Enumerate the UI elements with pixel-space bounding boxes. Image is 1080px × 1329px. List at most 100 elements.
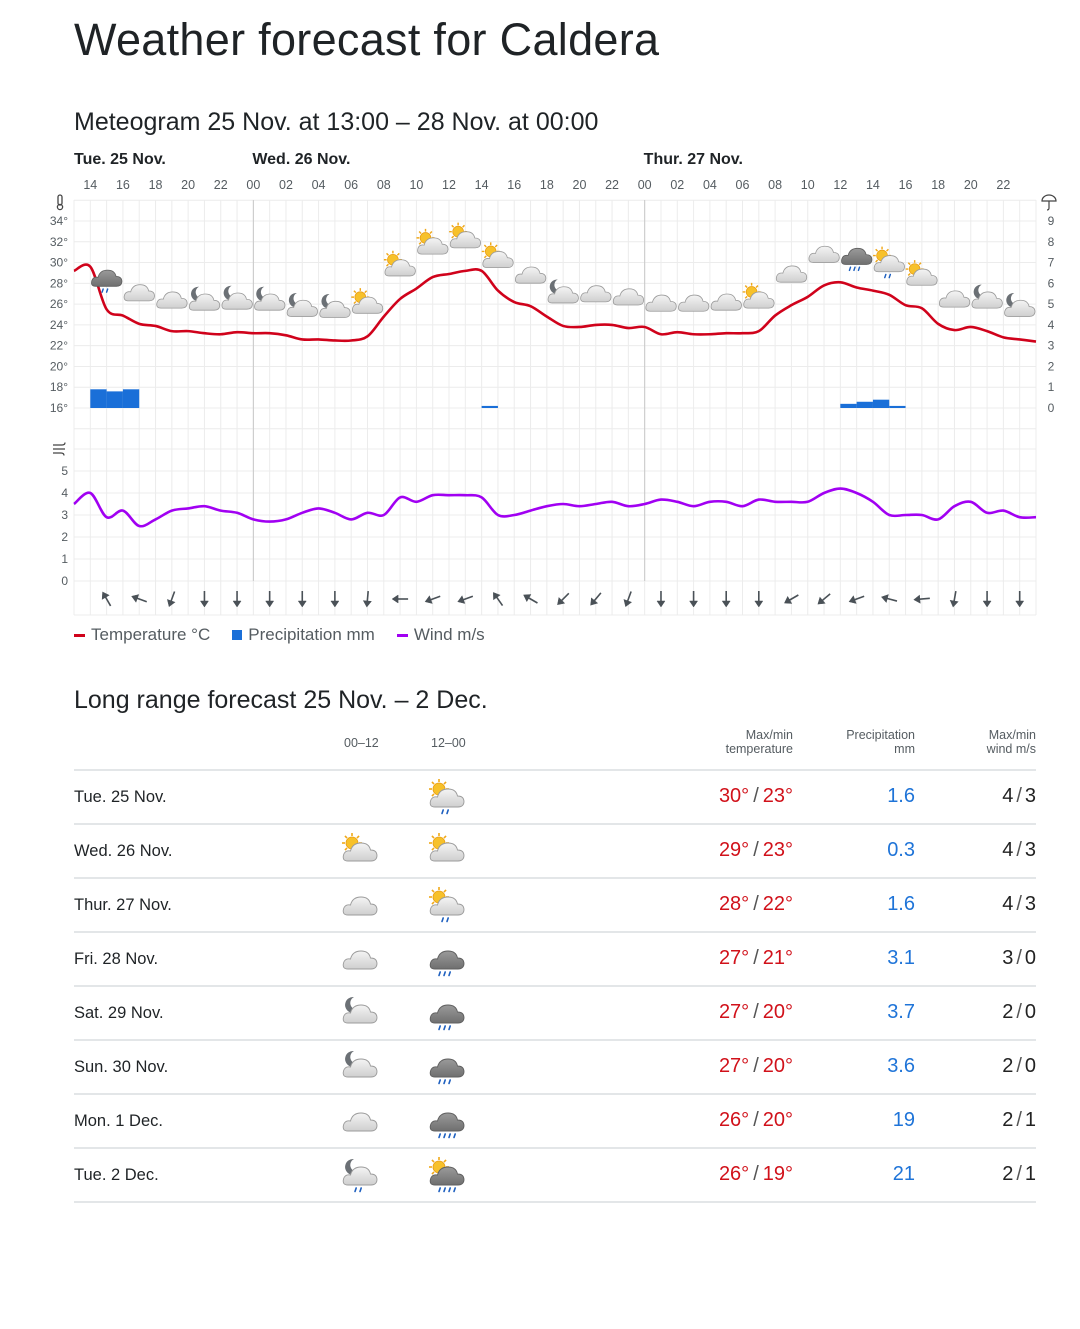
separator: / [753, 785, 759, 807]
hour-tick-label: 08 [377, 178, 391, 192]
weather-partly-cloudy-day-light-rain-icon [427, 777, 467, 817]
precip-axis-label: 0 [1048, 401, 1055, 415]
header-text: Max/min [745, 728, 793, 742]
legend-swatch-wind [396, 633, 408, 637]
weather-symbol-partly-cloudy-day-icon [416, 228, 449, 255]
weather-symbol-partly-cloudy-day-light-rain-icon [873, 246, 905, 279]
weather-partly-cloudy-night-icon [340, 1047, 380, 1087]
table-header: 00–12 12–00 Max/min temperature Precipita… [74, 724, 1036, 771]
max-min-wind: 3/0 [1002, 947, 1036, 970]
weather-symbol-partly-cloudy-night-icon [1004, 293, 1036, 317]
min-temperature: 21° [762, 947, 793, 969]
max-temperature: 30° [718, 785, 750, 807]
header-wind: Max/min wind m/s [987, 728, 1036, 756]
separator: / [753, 893, 759, 915]
precip-axis-label: 2 [1048, 359, 1055, 373]
wind-direction-arrow-icon [913, 594, 930, 604]
legend-wind[interactable]: Wind m/s [396, 625, 485, 645]
table-row[interactable]: Fri. 28 Nov. 27°/21° 3.1 3/0 [74, 933, 1036, 987]
max-temperature: 29° [718, 839, 750, 861]
wind-direction-arrow-icon [817, 593, 831, 605]
table-row[interactable]: Sat. 29 Nov. 27°/20° 3.7 2/0 [74, 987, 1036, 1041]
hour-tick-label: 04 [312, 178, 326, 192]
day-label: Thur. 27 Nov. [644, 151, 743, 168]
wind-direction-arrow-icon [391, 594, 409, 604]
page-title: Weather forecast for Caldera [74, 14, 660, 65]
precipitation-bar [481, 405, 498, 408]
header-text: temperature [725, 742, 793, 756]
legend-label: Wind m/s [413, 625, 485, 644]
weather-partly-cloudy-day-light-rain-icon [427, 885, 467, 925]
weather-symbol-partly-cloudy-night-icon [547, 279, 579, 304]
wind-direction-arrow-icon [623, 591, 632, 607]
hour-tick-label: 00 [246, 178, 260, 192]
arrow-head [689, 600, 699, 608]
max-temperature: 28° [718, 893, 750, 915]
weather-symbol-cloudy-icon [580, 285, 612, 303]
umbrella-canopy [1041, 194, 1057, 202]
precipitation-value: 19 [892, 1109, 915, 1131]
max-min-wind: 4/3 [1002, 893, 1036, 916]
precipitation-bar [90, 389, 107, 408]
max-min-temperature: 29°/23° [719, 839, 793, 862]
arrow-head [1015, 600, 1025, 608]
weather-symbol-cloudy-dark-rain-icon [841, 247, 873, 272]
legend-temperature[interactable]: Temperature °C [74, 625, 210, 645]
table-row[interactable]: Tue. 2 Dec. 26°/19° 21 2/1 [74, 1149, 1036, 1203]
precipitation-bar [889, 405, 906, 408]
weather-symbol-partly-cloudy-night-icon [319, 294, 351, 318]
separator: / [1016, 839, 1022, 861]
header-00-12: 00–12 [344, 736, 379, 750]
arrow-head [457, 595, 466, 604]
wind-direction-arrow-icon [457, 595, 474, 604]
precip-axis-label: 5 [1048, 297, 1055, 311]
table-row[interactable]: Mon. 1 Dec. 26°/20° 19 2/1 [74, 1095, 1036, 1149]
thermometer-stem [57, 194, 63, 206]
max-min-temperature: 28°/22° [719, 893, 793, 916]
hour-tick-label: 22 [996, 178, 1010, 192]
temp-axis-label: 16° [50, 401, 68, 415]
precip-axis-label: 7 [1048, 256, 1055, 270]
max-wind: 2 [1002, 1055, 1014, 1077]
header-12-00: 12–00 [431, 736, 466, 750]
min-temperature: 19° [762, 1163, 793, 1185]
precipitation-value: 3.6 [887, 1055, 915, 1077]
header-text: wind m/s [986, 742, 1036, 756]
separator: / [1016, 1109, 1022, 1131]
weather-symbol-partly-cloudy-day-icon [742, 282, 775, 309]
separator: / [753, 947, 759, 969]
long-range-table: 00–12 12–00 Max/min temperature Precipita… [74, 724, 1036, 1203]
temp-axis-label: 22° [50, 339, 68, 353]
weather-symbol-cloudy-icon [515, 266, 547, 284]
table-row[interactable]: Sun. 30 Nov. 27°/20° 3.6 2/0 [74, 1041, 1036, 1095]
wind-direction-arrow-icon [982, 591, 992, 608]
grid [73, 199, 1037, 616]
separator: / [1016, 947, 1022, 969]
weather-cloudy-icon [340, 939, 380, 979]
table-row[interactable]: Thur. 27 Nov. 28°/22° 1.6 4/3 [74, 879, 1036, 933]
wind-axis-label: 1 [61, 552, 68, 566]
hour-tick-label: 02 [670, 178, 684, 192]
weather-symbol-cloudy-icon [612, 288, 645, 306]
weather-symbol-partly-cloudy-day-icon [383, 250, 416, 277]
max-min-wind: 4/3 [1002, 785, 1036, 808]
hour-tick-label: 16 [899, 178, 913, 192]
min-wind: 3 [1024, 839, 1036, 861]
precipitation-value: 21 [892, 1163, 915, 1185]
max-wind: 2 [1002, 1109, 1014, 1131]
wind-direction-arrow-icon [199, 591, 209, 608]
precipitation-value: 1.6 [887, 785, 915, 807]
max-min-wind: 2/0 [1002, 1055, 1036, 1078]
table-row[interactable]: Tue. 25 Nov. 30°/23° 1.6 4/3 [74, 771, 1036, 825]
arrow-head [424, 595, 433, 604]
table-row[interactable]: Wed. 26 Nov. 29°/23° 0.3 4/3 [74, 825, 1036, 879]
separator: / [753, 1109, 759, 1131]
max-wind: 4 [1002, 839, 1014, 861]
legend-precipitation[interactable]: Precipitation mm [232, 625, 375, 645]
hour-tick-label: 22 [214, 178, 228, 192]
wind-direction-arrow-icon [557, 592, 570, 605]
day-label: Sun. 30 Nov. [74, 1058, 169, 1076]
temp-axis-label: 28° [50, 276, 68, 290]
wind-direction-arrow-icon [656, 591, 666, 608]
hour-tick-label: 16 [116, 178, 130, 192]
